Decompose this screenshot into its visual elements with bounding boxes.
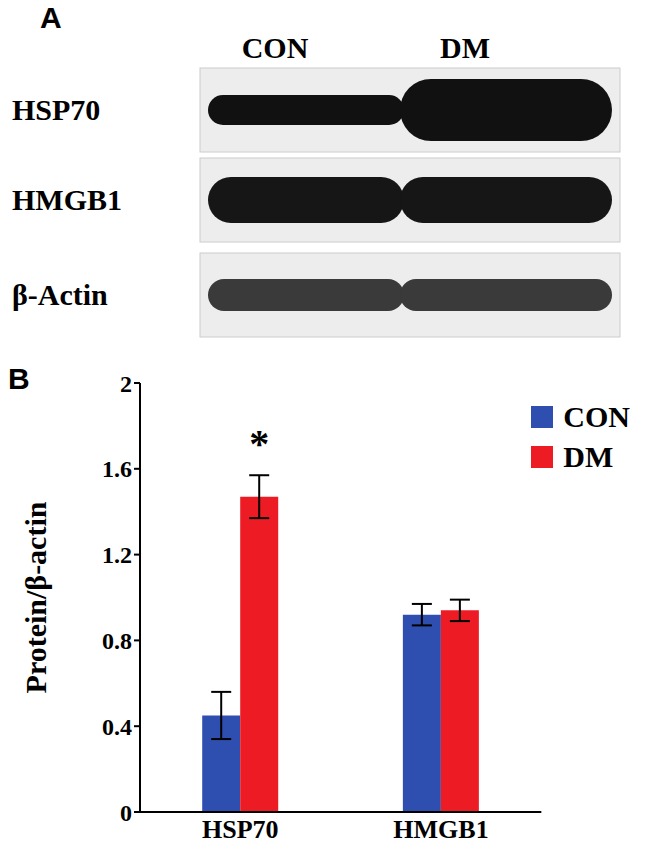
- svg-text:DM: DM: [440, 31, 490, 64]
- html-text:DM: DM: [563, 440, 614, 473]
- svg-text:HSP70: HSP70: [202, 815, 279, 844]
- svg-text:*: *: [249, 421, 269, 466]
- svg-text:Protein/β-actin: Protein/β-actin: [19, 501, 52, 693]
- svg-text:HSP70: HSP70: [12, 93, 100, 126]
- svg-text:1.6: 1.6: [102, 456, 132, 482]
- html-text:B: B: [8, 362, 30, 395]
- svg-text:HMGB1: HMGB1: [393, 815, 488, 844]
- svg-text:CON: CON: [242, 31, 309, 64]
- svg-text:HMGB1: HMGB1: [12, 183, 122, 216]
- svg-text:1.2: 1.2: [102, 542, 132, 568]
- svg-text:A: A: [40, 1, 62, 34]
- svg-text:0.4: 0.4: [102, 714, 132, 740]
- html-text:CON: CON: [563, 400, 630, 433]
- svg-text:0.8: 0.8: [102, 628, 132, 654]
- svg-text:0: 0: [120, 800, 132, 826]
- svg-text:β-Actin: β-Actin: [12, 278, 108, 311]
- svg-text:2: 2: [120, 371, 132, 397]
